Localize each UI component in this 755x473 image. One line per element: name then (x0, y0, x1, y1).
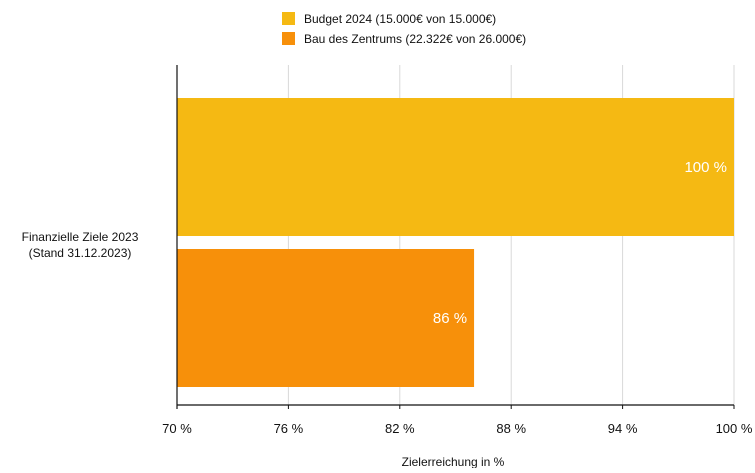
x-tick-label: 100 % (716, 421, 753, 436)
category-label-line: Finanzielle Ziele 2023 (22, 230, 139, 244)
legend-swatch (282, 32, 295, 45)
bar-2 (177, 249, 475, 387)
category-label-line: (Stand 31.12.2023) (29, 246, 132, 260)
legend-label: Bau des Zentrums (22.322€ von 26.000€) (304, 32, 526, 46)
x-tick-label: 70 % (162, 421, 192, 436)
legend-label: Budget 2024 (15.000€ von 15.000€) (304, 12, 496, 26)
legend: Budget 2024 (15.000€ von 15.000€) Bau des… (282, 12, 526, 46)
x-tick-label: 76 % (274, 421, 304, 436)
x-tick-label: 94 % (608, 421, 638, 436)
bar-value-label: 86 % (433, 310, 467, 327)
x-tick-label: 88 % (496, 421, 526, 436)
bar-1 (177, 98, 734, 236)
x-tick-labels: 70 % 76 % 82 % 88 % 94 % 100 % (162, 405, 753, 436)
legend-swatch (282, 12, 295, 25)
axes (176, 65, 734, 409)
category-label: Finanzielle Ziele 2023 (Stand 31.12.2023) (22, 230, 139, 260)
x-axis-label: Zielerreichung in % (402, 455, 505, 468)
bar-value-label: 100 % (684, 159, 727, 176)
bars: 100 % 86 % (177, 98, 734, 387)
x-tick-label: 82 % (385, 421, 415, 436)
